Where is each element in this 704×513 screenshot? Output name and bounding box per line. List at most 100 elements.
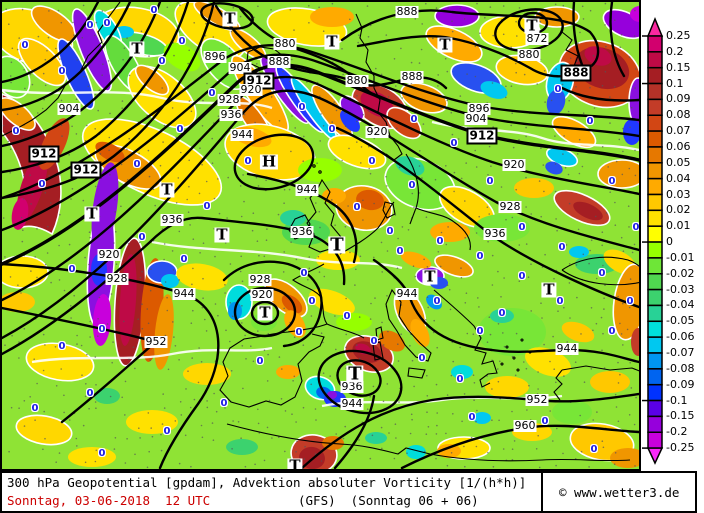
zero-advection-label: 0 xyxy=(343,311,351,322)
zero-advection-label: 0 xyxy=(180,254,188,265)
zero-advection-label: 0 xyxy=(608,176,616,187)
contour-label: 936 xyxy=(483,227,507,240)
colorbar-segment xyxy=(647,304,663,323)
colorbar-segment xyxy=(647,225,663,243)
zero-advection-label: 0 xyxy=(433,296,441,307)
contour-label: 880 xyxy=(345,74,369,87)
trough-marker: T xyxy=(346,363,364,385)
zero-advection-label: 0 xyxy=(86,388,94,399)
zero-advection-label: 0 xyxy=(396,246,404,257)
contour-label: 920 xyxy=(365,125,389,138)
contour-label: 928 xyxy=(498,200,522,213)
zero-advection-label: 0 xyxy=(31,403,39,414)
zero-advection-label: 0 xyxy=(486,176,494,187)
colorbar-tick-label: 0.06 xyxy=(666,139,691,153)
colorbar-tick-label: 0.04 xyxy=(666,171,691,185)
contour-label: 936 xyxy=(290,225,314,238)
colorbar-tick-label: 0.1 xyxy=(666,76,684,90)
zero-advection-label: 0 xyxy=(353,202,361,213)
contour-label: 944 xyxy=(340,397,364,410)
zero-advection-label: 0 xyxy=(178,36,186,47)
colorbar-tick-label: 0.25 xyxy=(666,29,691,42)
zero-advection-label: 0 xyxy=(556,296,564,307)
colorbar-segment xyxy=(647,209,663,227)
zero-advection-label: 0 xyxy=(590,444,598,455)
zero-advection-label: 0 xyxy=(220,398,228,409)
zero-advection-label: 0 xyxy=(476,326,484,337)
contour-label: 944 xyxy=(172,287,196,300)
contour-label: 928 xyxy=(248,273,272,286)
colorbar-segment xyxy=(647,51,663,69)
zero-advection-label: 0 xyxy=(408,180,416,191)
contour-label: 920 xyxy=(239,83,263,96)
colorbar-segment xyxy=(647,162,663,180)
zero-advection-label: 0 xyxy=(418,353,426,364)
zero-advection-label: 0 xyxy=(468,412,476,423)
colorbar-segment xyxy=(647,35,663,53)
contour-label: 888 xyxy=(560,64,592,82)
contour-label: 944 xyxy=(555,342,579,355)
colorbar-tick-label: -0.07 xyxy=(666,346,695,359)
colorbar-segment xyxy=(647,257,663,275)
contour-label: 888 xyxy=(267,55,291,68)
map-datetime: Sonntag, 03-06-2018 12 UTC xyxy=(7,493,211,508)
contour-label: 952 xyxy=(144,335,168,348)
contour-label: 944 xyxy=(295,183,319,196)
colorbar-segment xyxy=(647,336,663,354)
contour-label: 936 xyxy=(340,380,364,393)
zero-advection-label: 0 xyxy=(256,356,264,367)
zero-advection-label: 0 xyxy=(476,251,484,262)
zero-advection-label: 0 xyxy=(203,201,211,212)
colorbar-tick-label: -0.1 xyxy=(666,393,688,407)
contour-label: 880 xyxy=(273,37,297,50)
colorbar-tick-label: 0 xyxy=(666,235,673,249)
zero-advection-label: 0 xyxy=(558,242,566,253)
footer: 300 hPa Geopotential [gpdam], Advektion … xyxy=(0,471,704,513)
colorbar-segment xyxy=(647,383,663,402)
contour-label: 928 xyxy=(217,93,241,106)
colorbar-segment xyxy=(647,241,663,259)
colorbar-tick-label: -0.15 xyxy=(666,409,695,423)
zero-advection-label: 0 xyxy=(608,326,616,337)
trough-marker: T xyxy=(222,9,238,28)
zero-advection-label: 0 xyxy=(632,222,640,233)
contour-label: 888 xyxy=(400,70,424,83)
colorbar-segment xyxy=(647,66,663,85)
zero-advection-label: 0 xyxy=(98,448,106,459)
contour-label: 952 xyxy=(525,393,549,406)
zero-advection-label: 0 xyxy=(308,296,316,307)
zero-advection-label: 0 xyxy=(518,271,526,282)
zero-advection-label: 0 xyxy=(150,5,158,16)
contour-label: 904 xyxy=(464,112,488,125)
zero-advection-label: 0 xyxy=(328,124,336,135)
zero-advection-label: 0 xyxy=(58,341,66,352)
zero-advection-label: 0 xyxy=(163,426,171,437)
zero-advection-label: 0 xyxy=(450,138,458,149)
footer-info-box: 300 hPa Geopotential [gpdam], Advektion … xyxy=(0,471,543,513)
colorbar-tick-label: -0.05 xyxy=(666,314,695,328)
contour-label: 960 xyxy=(513,419,537,432)
colorbar-segment xyxy=(647,273,663,291)
colorbar: 0.25 0.2 0.15 0.1 0.09 0.08 0.07 0.06 0.05 0.04 0.… xyxy=(641,0,704,471)
colorbar-tick-label: 0.05 xyxy=(666,155,691,169)
contour-label: 896 xyxy=(203,50,227,63)
zero-advection-label: 0 xyxy=(300,268,308,279)
zero-advection-label: 0 xyxy=(554,84,562,95)
colorbar-segment xyxy=(647,146,663,164)
contour-label: 920 xyxy=(250,288,274,301)
trough-marker: T xyxy=(287,458,303,469)
map-graphic xyxy=(2,2,639,469)
zero-advection-label: 0 xyxy=(68,264,76,275)
colorbar-tick-label: 0.15 xyxy=(666,60,691,74)
contour-label: 944 xyxy=(395,287,419,300)
contour-label: 920 xyxy=(97,248,121,261)
colorbar-tick-label: 0.08 xyxy=(666,108,691,122)
colorbar-segment xyxy=(647,352,663,370)
trough-marker: T xyxy=(524,16,540,35)
trough-marker: T xyxy=(159,180,175,199)
colorbar-tick-label: -0.2 xyxy=(666,425,688,439)
colorbar-tick-label: 0.2 xyxy=(666,44,684,58)
colorbar-segment xyxy=(647,98,663,117)
colorbar-tick-label: -0.06 xyxy=(666,330,695,344)
